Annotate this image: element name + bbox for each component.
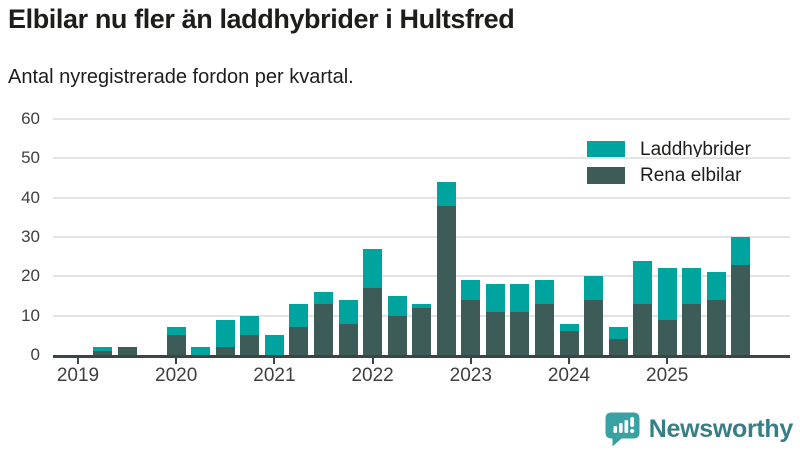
gridline-50 bbox=[53, 157, 790, 160]
chart-title: Elbilar nu fler än laddhybrider i Hultsf… bbox=[8, 4, 515, 34]
gridline-60 bbox=[53, 118, 790, 120]
legend-item-laddhybrider: Laddhybrider bbox=[587, 138, 751, 160]
y-tick-label-50: 50 bbox=[21, 148, 40, 168]
y-tick-label-30: 30 bbox=[21, 227, 40, 246]
x-tick-label-2020: 2020 bbox=[155, 365, 198, 386]
x-tick-label-2022: 2022 bbox=[351, 365, 394, 386]
bar-segment-laddhybrider-2022-Q2 bbox=[387, 296, 407, 316]
chart-subtitle: Antal nyregistrerade fordon per kvartal. bbox=[8, 66, 354, 88]
bar-segment-rena-elbilar-2024-Q4 bbox=[633, 303, 653, 355]
legend-item-rena-elbilar: Rena elbilar bbox=[587, 164, 751, 186]
x-tick-label-2025: 2025 bbox=[646, 365, 689, 386]
bar-segment-laddhybrider-2019-Q2 bbox=[93, 347, 113, 352]
bar-segment-rena-elbilar-2020-Q3 bbox=[215, 347, 235, 355]
y-tick-label-60: 60 bbox=[21, 109, 40, 128]
bar-segment-laddhybrider-2020-Q4 bbox=[240, 315, 260, 336]
bar-segment-rena-elbilar-2019-Q2 bbox=[93, 351, 113, 355]
y-tick-label-20: 20 bbox=[21, 266, 40, 286]
bar-segment-laddhybrider-2024-Q3 bbox=[608, 327, 628, 340]
bar-segment-rena-elbilar-2020-Q4 bbox=[240, 335, 260, 355]
legend: Laddhybrider Rena elbilar bbox=[587, 138, 751, 193]
bar-segment-rena-elbilar-2022-Q3 bbox=[412, 307, 432, 355]
bar-segment-rena-elbilar-2023-Q2 bbox=[485, 311, 505, 355]
bar-segment-laddhybrider-2021-Q1 bbox=[264, 335, 284, 355]
brand-logo: Newsworthy bbox=[604, 411, 793, 447]
bar-segment-rena-elbilar-2019-Q3 bbox=[117, 347, 137, 355]
bar-segment-laddhybrider-2023-Q2 bbox=[485, 284, 505, 312]
x-tick-mark-2023 bbox=[469, 358, 472, 364]
bar-segment-rena-elbilar-2021-Q2 bbox=[289, 327, 309, 355]
bar-segment-laddhybrider-2023-Q4 bbox=[534, 280, 554, 304]
bar-segment-rena-elbilar-2022-Q1 bbox=[363, 288, 383, 355]
bar-segment-rena-elbilar-2021-Q3 bbox=[314, 303, 333, 355]
bar-segment-rena-elbilar-2025-Q3 bbox=[706, 299, 726, 355]
x-tick-label-2023: 2023 bbox=[449, 365, 492, 386]
bar-segment-laddhybrider-2024-Q1 bbox=[559, 323, 579, 332]
x-tick-label-2021: 2021 bbox=[253, 365, 296, 386]
bar-segment-laddhybrider-2020-Q1 bbox=[166, 327, 186, 336]
bar-segment-rena-elbilar-2022-Q4 bbox=[436, 205, 456, 355]
x-axis-line bbox=[53, 355, 790, 358]
bar-segment-rena-elbilar-2025-Q1 bbox=[657, 319, 677, 355]
bar-segment-laddhybrider-2021-Q3 bbox=[314, 292, 333, 304]
bar-segment-rena-elbilar-2024-Q1 bbox=[559, 331, 579, 355]
bar-segment-rena-elbilar-2024-Q2 bbox=[584, 299, 604, 355]
bar-segment-laddhybrider-2025-Q3 bbox=[706, 272, 726, 300]
bar-segment-laddhybrider-2022-Q3 bbox=[412, 303, 432, 308]
bar-segment-laddhybrider-2023-Q1 bbox=[461, 280, 481, 300]
legend-swatch-laddhybrider bbox=[587, 141, 625, 158]
bar-segment-laddhybrider-2021-Q2 bbox=[289, 303, 309, 328]
gridline-30 bbox=[53, 236, 790, 238]
bar-segment-laddhybrider-2020-Q3 bbox=[215, 319, 235, 348]
x-tick-mark-2022 bbox=[371, 358, 374, 364]
bar-segment-rena-elbilar-2023-Q4 bbox=[534, 303, 554, 355]
bar-segment-laddhybrider-2024-Q4 bbox=[633, 260, 653, 304]
bar-segment-rena-elbilar-2023-Q1 bbox=[461, 299, 481, 355]
bar-segment-laddhybrider-2025-Q4 bbox=[731, 237, 751, 265]
legend-swatch-rena-elbilar bbox=[587, 167, 625, 184]
y-tick-label-10: 10 bbox=[21, 305, 40, 325]
x-tick-mark-2019 bbox=[77, 358, 79, 364]
bar-segment-rena-elbilar-2025-Q2 bbox=[682, 303, 702, 355]
gridline-40 bbox=[53, 196, 790, 199]
x-tick-mark-2025 bbox=[666, 358, 669, 364]
bar-segment-rena-elbilar-2020-Q1 bbox=[166, 335, 186, 355]
y-tick-label-0: 0 bbox=[30, 345, 40, 364]
bar-segment-rena-elbilar-2023-Q3 bbox=[510, 311, 530, 355]
x-tick-mark-2021 bbox=[273, 358, 276, 364]
x-tick-label-2024: 2024 bbox=[547, 365, 591, 386]
bar-segment-laddhybrider-2023-Q3 bbox=[510, 284, 530, 312]
bar-segment-laddhybrider-2022-Q4 bbox=[436, 181, 456, 206]
bar-segment-rena-elbilar-2021-Q4 bbox=[338, 323, 358, 355]
bar-segment-rena-elbilar-2022-Q2 bbox=[387, 315, 407, 355]
x-tick-label-2019: 2019 bbox=[56, 365, 100, 386]
brand-name: Newsworthy bbox=[648, 414, 794, 443]
bar-segment-laddhybrider-2022-Q1 bbox=[363, 248, 383, 289]
bar-segment-laddhybrider-2025-Q1 bbox=[657, 268, 677, 320]
x-tick-mark-2024 bbox=[568, 358, 570, 364]
bar-segment-laddhybrider-2020-Q2 bbox=[191, 347, 211, 355]
legend-label-laddhybrider: Laddhybrider bbox=[640, 138, 751, 160]
gridline-20 bbox=[53, 275, 790, 278]
bar-segment-laddhybrider-2021-Q4 bbox=[338, 299, 358, 324]
x-tick-mark-2020 bbox=[175, 358, 178, 364]
bar-segment-laddhybrider-2024-Q2 bbox=[584, 276, 604, 300]
bar-segment-laddhybrider-2025-Q2 bbox=[682, 268, 702, 304]
bar-segment-rena-elbilar-2025-Q4 bbox=[731, 264, 751, 355]
legend-label-rena-elbilar: Rena elbilar bbox=[640, 164, 742, 186]
y-tick-label-40: 40 bbox=[21, 187, 40, 207]
bar-segment-rena-elbilar-2024-Q3 bbox=[608, 339, 628, 355]
newsworthy-icon bbox=[605, 412, 640, 447]
